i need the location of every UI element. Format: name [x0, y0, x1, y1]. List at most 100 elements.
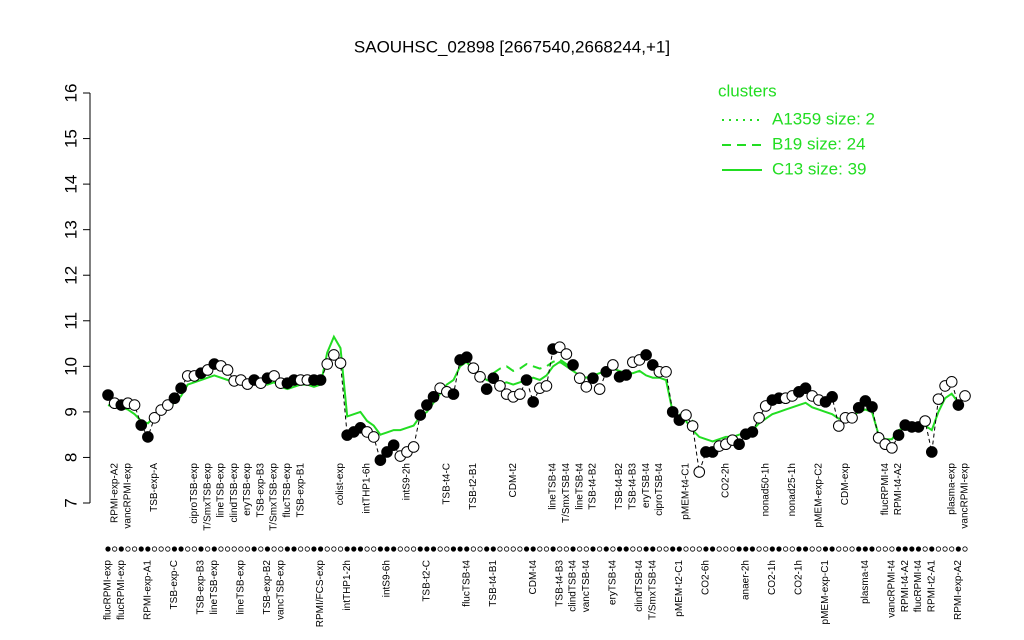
rug-dot: [264, 546, 271, 552]
rug-dot: [530, 546, 536, 552]
rug-dot: [397, 546, 403, 552]
data-point: [666, 406, 679, 418]
rug-dot: [796, 546, 802, 552]
data-point: [826, 391, 838, 403]
rug-dot: [444, 546, 450, 552]
rug-dot: [371, 546, 377, 552]
rug-dot: [251, 546, 257, 552]
rug-dot: [218, 546, 224, 552]
data-point: [460, 351, 473, 364]
rug-dot: [570, 546, 576, 552]
data-line: [107, 346, 966, 473]
data-point: [527, 396, 539, 408]
data-point: [135, 419, 148, 431]
x-tick-label: plasma-t4: [860, 560, 871, 604]
rug-dot: [224, 546, 231, 552]
x-tick-label: CO2-2h: [720, 463, 731, 498]
data-point: [686, 420, 699, 432]
rug-dot: [690, 546, 696, 552]
data-point: [467, 362, 480, 374]
rug-dot: [417, 546, 423, 552]
rug-dot: [836, 546, 842, 552]
rug-dot: [763, 546, 769, 552]
rug-dot: [185, 546, 191, 552]
y-tick-label: 10: [61, 357, 80, 376]
rug-dot: [430, 546, 437, 552]
rug-dot: [636, 546, 643, 552]
rug-dot: [457, 546, 463, 552]
rug-dot: [663, 546, 669, 552]
rug-dot: [783, 546, 789, 552]
rug-dot: [563, 546, 569, 552]
y-tick-label: 7: [61, 498, 80, 507]
rug-dot: [424, 546, 430, 552]
rug-dot: [284, 546, 290, 552]
x-tick-label: anaer-2h: [740, 560, 751, 600]
rug-dot: [876, 546, 882, 552]
rug-dot: [198, 546, 204, 552]
x-tick-label: RPMI-t2-A1: [926, 560, 937, 613]
rug-dot: [729, 546, 736, 552]
rug-dot: [484, 546, 490, 552]
rug-dot: [404, 546, 410, 552]
data-point: [520, 374, 533, 386]
rug-dot: [557, 546, 563, 552]
rug-dot: [756, 546, 762, 552]
data-point: [832, 420, 845, 432]
x-tick-label: RPMI/FCS-exp: [315, 560, 326, 628]
rug-dot: [351, 546, 357, 552]
rug-dot: [304, 546, 310, 552]
rug-dot: [271, 546, 277, 552]
rug-dot: [324, 546, 330, 552]
rug-dot: [816, 546, 822, 552]
x-tick-label: flucRPMI-t4: [913, 560, 924, 613]
x-tick-label: pMEM-exp-C1: [820, 560, 831, 625]
data-point: [414, 409, 427, 421]
data-point: [148, 412, 161, 424]
rug-dot: [590, 546, 596, 552]
rug-dot: [723, 546, 729, 552]
data-point: [846, 412, 858, 424]
rug-dot: [862, 546, 868, 552]
rug-dot: [317, 546, 324, 552]
data-point: [866, 401, 878, 413]
rug-dot: [630, 546, 636, 552]
rug-dot: [643, 546, 649, 552]
x-tick-label: T/SmxTSB-exp: [269, 463, 280, 531]
rug-dot: [656, 546, 663, 552]
rug-dot: [391, 546, 397, 552]
rug-dot: [112, 546, 118, 552]
x-tick-label: lineTSB-exp: [236, 560, 247, 615]
data-point: [753, 412, 765, 424]
x-tick-label: flucRPMI-t4: [880, 463, 891, 516]
y-tick-label: 13: [61, 220, 80, 239]
data-point: [607, 359, 619, 371]
data-point: [321, 358, 334, 370]
x-tick-label: CO2-1h: [794, 560, 805, 595]
rug-dot: [504, 546, 510, 552]
rug-dot: [583, 546, 589, 552]
data-point: [175, 382, 187, 395]
rug-dot: [769, 546, 775, 552]
rug-dot: [497, 546, 503, 552]
x-tick-label: pMEM-exp-C2: [813, 463, 824, 528]
rug-dot: [145, 546, 151, 552]
x-tick-label: TSB-t4-B3: [627, 463, 638, 510]
x-tick-label: TSB-exp-B3: [196, 560, 207, 615]
x-tick-label: lineTSB-t4: [548, 463, 559, 510]
data-point: [567, 359, 579, 371]
rug-dot: [537, 546, 543, 552]
x-tick-label: CDM-t2: [508, 463, 519, 498]
x-tick-label: intTHP1-2h: [342, 560, 353, 611]
rug-dot: [510, 546, 516, 552]
rug-dot: [623, 546, 629, 552]
legend-label: B19 size: 24: [772, 134, 866, 153]
y-tick-label: 8: [61, 453, 80, 462]
x-tick-label: plasma-exp: [946, 463, 957, 515]
rug-dot: [789, 546, 795, 552]
x-tick-label: vancTSB-exp: [275, 560, 286, 620]
rug-dot: [211, 546, 217, 552]
rug-dot: [949, 546, 955, 552]
chart-title: SAOUHSC_02898 [2667540,2668244,+1]: [354, 37, 670, 56]
data-point: [932, 393, 945, 405]
